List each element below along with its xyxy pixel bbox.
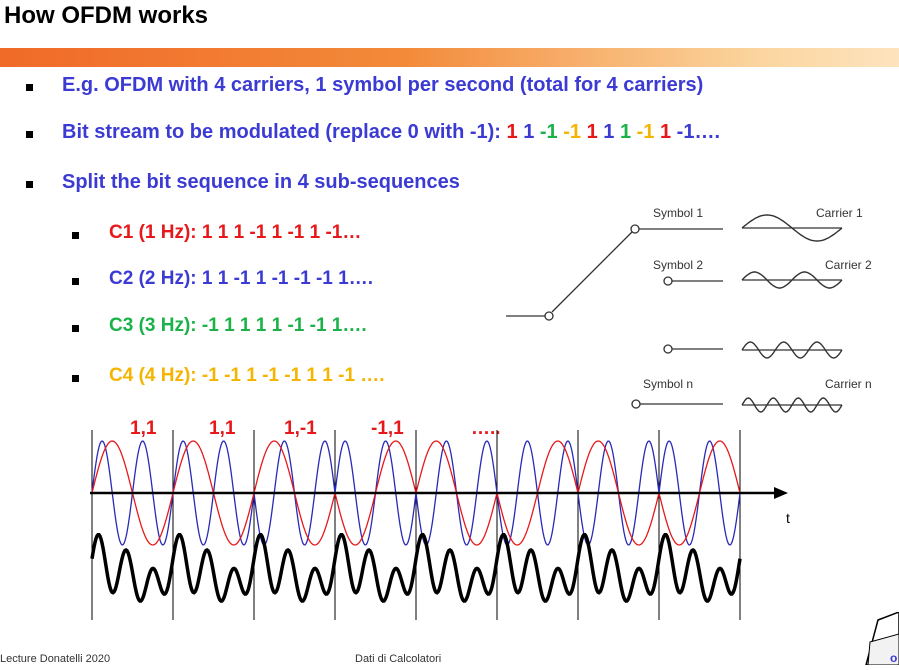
bullet-example: E.g. OFDM with 4 carriers, 1 symbol per … <box>62 74 704 96</box>
bit-value: 1 <box>517 121 535 143</box>
ofdm-sum-wave <box>90 532 742 603</box>
carrier-1-label: Carrier 1 <box>816 206 863 220</box>
bit-value: 1 <box>597 121 615 143</box>
waveform-svg <box>90 430 788 620</box>
svg-text:o: o <box>890 651 897 665</box>
bit-value: -1 <box>631 121 655 143</box>
carrier-n-label: Carrier n <box>825 377 872 391</box>
subsequence-c3: C3 (3 Hz): -1 1 1 1 1 -1 -1 1…. <box>109 315 367 336</box>
pair-label: 1,-1 <box>284 418 317 439</box>
bullet-marker <box>26 131 33 138</box>
title-divider-bar <box>0 48 899 67</box>
bit-value: -1 <box>557 121 582 143</box>
symbol-n-label: Symbol n <box>643 377 694 391</box>
bit-value: 1 <box>581 121 598 143</box>
bullet-bitstream: Bit stream to be modulated (replace 0 wi… <box>62 121 720 144</box>
carrier-2-label: Carrier 2 <box>825 258 872 272</box>
pair-label: 1,1 <box>130 418 157 439</box>
subsequence-c2: C2 (2 Hz): 1 1 -1 1 -1 -1 -1 1…. <box>109 268 373 289</box>
bullet-marker <box>26 181 33 188</box>
bit-value: -1 <box>534 121 558 143</box>
page-title: How OFDM works <box>4 2 209 29</box>
symbol-1-label: Symbol 1 <box>653 206 704 220</box>
switch-diagram-svg <box>506 214 843 413</box>
bullet-split: Split the bit sequence in 4 sub-sequence… <box>62 171 460 193</box>
symbol-2-label: Symbol 2 <box>653 258 704 272</box>
bit-value: 1 <box>614 121 632 143</box>
bit-value: 1 <box>654 121 672 143</box>
sub-bullet-marker <box>72 232 79 239</box>
footer-left: Lecture Donatelli 2020 <box>0 653 111 665</box>
bitstream-label: Bit stream to be modulated (replace 0 wi… <box>62 121 507 143</box>
subsequence-c1: C1 (1 Hz): 1 1 1 -1 1 -1 1 -1… <box>109 222 362 243</box>
sub-bullet-marker <box>72 325 79 332</box>
ofdm-waveform <box>80 415 800 625</box>
bitstream-bits: 1 1 -1 -1 1 1 1 -1 1 -1…. <box>507 121 721 143</box>
bit-value: 1 <box>506 121 518 143</box>
pair-label: 1,1 <box>209 418 236 439</box>
ofdm-switch-diagram: Symbol 1 Carrier 1 Symbol 2 Carrier 2 Sy… <box>500 200 899 415</box>
pair-label: -1,1 <box>371 418 404 439</box>
bullet-marker <box>26 84 33 91</box>
sub-bullet-marker <box>72 278 79 285</box>
sub-bullet-marker <box>72 375 79 382</box>
time-axis-label: t <box>786 510 790 526</box>
axis-arrow-icon <box>774 487 788 499</box>
subsequence-c4: C4 (4 Hz): -1 -1 1 -1 -1 1 1 -1 …. <box>109 365 385 386</box>
footer-middle: Dati di Calcolatori <box>355 653 442 665</box>
bit-value: -1…. <box>671 121 721 143</box>
pair-label: ….. <box>471 418 501 439</box>
university-logo: o <box>858 611 899 666</box>
